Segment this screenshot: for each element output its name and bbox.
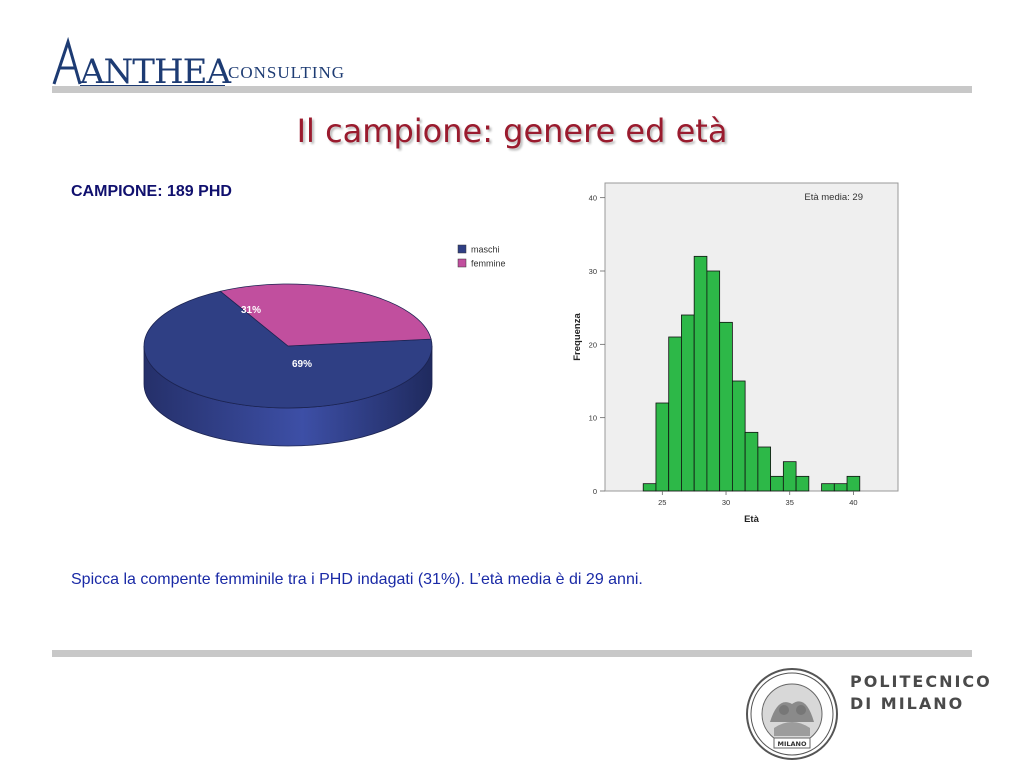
histogram-bar <box>681 314 695 492</box>
histogram-bar <box>706 270 721 492</box>
legend-label-maschi: maschi <box>471 245 500 255</box>
pie-slice-femmine <box>219 283 432 347</box>
x-tick-label: 25 <box>658 498 666 507</box>
histogram-y-label: Frequenza <box>572 313 583 361</box>
x-tick-label: 40 <box>849 498 857 507</box>
slide-title: Il campione: genere ed età <box>296 112 728 150</box>
histogram-x-label: Età <box>744 514 760 525</box>
histogram-bar <box>770 475 784 492</box>
y-tick-label: 10 <box>589 414 597 423</box>
legend-swatch-maschi <box>457 244 467 254</box>
age-histogram: 0 10 20 30 40 25 30 35 40 Età media: 29 Età Fre… <box>572 182 899 525</box>
legend-label-femmine: femmine <box>471 259 506 269</box>
histogram-bar <box>693 255 708 492</box>
university-line-2: DI MILANO <box>850 694 965 713</box>
logo-a-mark <box>52 36 82 85</box>
histogram-bar <box>744 431 759 492</box>
gender-pie-chart: 69% 31% maschi femmine <box>143 244 506 447</box>
histogram-bar <box>642 483 657 492</box>
histogram-bar <box>821 483 835 492</box>
pie-label-femmine: 31% <box>241 305 261 316</box>
y-tick-label: 40 <box>589 194 597 203</box>
histogram-bar <box>668 336 682 492</box>
histogram-bar <box>731 380 746 492</box>
x-tick-label: 35 <box>786 498 794 507</box>
x-tick-label: 30 <box>722 498 730 507</box>
histogram-bar <box>833 483 848 492</box>
header-divider <box>52 86 972 93</box>
histogram-bar <box>795 475 810 492</box>
pie-label-maschi: 69% <box>292 359 312 370</box>
histogram-bar <box>757 446 772 492</box>
histogram-bar <box>655 402 670 492</box>
y-tick-label: 20 <box>589 340 597 349</box>
histogram-annotation: Età media: 29 <box>804 192 863 203</box>
y-tick-label: 0 <box>593 487 597 496</box>
university-line-1: POLITECNICO <box>850 672 992 691</box>
footer-divider <box>52 650 972 657</box>
histogram-bar <box>846 475 861 492</box>
politecnico-name: POLITECNICO DI MILANO <box>850 671 992 715</box>
pie-slice-maschi <box>143 290 433 409</box>
y-tick-label: 30 <box>589 267 597 276</box>
histogram-bar <box>782 461 797 492</box>
seal-text: MILANO <box>777 740 806 748</box>
slide-caption: Spicca la compente femminile tra i PHD i… <box>71 571 643 588</box>
legend-swatch-femmine <box>457 258 467 268</box>
logo-sub-text: CONSULTING <box>228 63 345 82</box>
histogram-bar <box>719 321 733 492</box>
politecnico-seal-logo: MILANO <box>746 668 838 760</box>
sample-size-label: CAMPIONE: 189 PHD <box>71 183 232 200</box>
